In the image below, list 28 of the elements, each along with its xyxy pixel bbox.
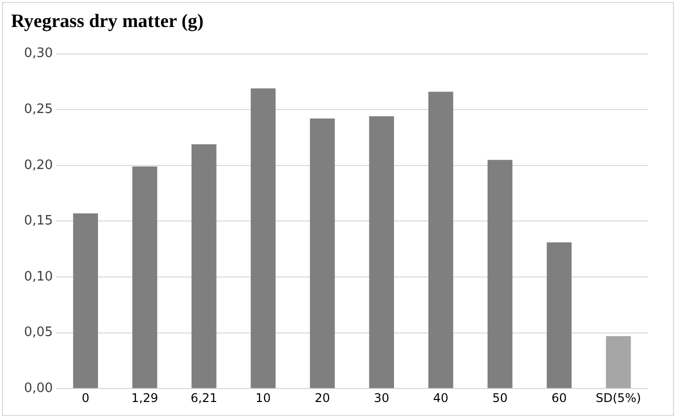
- x-tick-label: 10: [256, 390, 271, 405]
- bar: [73, 213, 98, 388]
- y-tick-label: 0,15: [24, 214, 53, 229]
- y-tick-label: 0,25: [24, 102, 53, 117]
- bar: [310, 118, 335, 388]
- y-tick-label: 0,10: [24, 269, 53, 284]
- bar: [488, 160, 512, 388]
- x-tick-label: 6,21: [190, 390, 218, 405]
- bar: [250, 88, 276, 388]
- x-tick-label: 40: [433, 390, 448, 405]
- bar: [428, 92, 454, 388]
- chart-title: Ryegrass dry matter (g): [11, 11, 204, 33]
- y-tick-label: 0,05: [24, 325, 53, 340]
- x-tick-label: 30: [374, 390, 390, 405]
- x-tick-label: 60: [552, 390, 567, 405]
- bar: [132, 166, 158, 388]
- x-tick-label: SD(5%): [596, 390, 642, 405]
- x-tick-label: 1,29: [131, 390, 158, 405]
- y-tick-label: 0,00: [24, 380, 53, 396]
- y-tick-label: 0,30: [24, 46, 53, 62]
- bar: [546, 242, 572, 388]
- bar: [606, 336, 631, 388]
- y-tick-label: 0,20: [24, 158, 53, 173]
- x-tick-label: 20: [314, 390, 330, 405]
- bar: [369, 116, 394, 388]
- x-tick-label: 0: [82, 390, 90, 405]
- bar: [192, 144, 216, 388]
- x-tick-label: 50: [492, 390, 508, 405]
